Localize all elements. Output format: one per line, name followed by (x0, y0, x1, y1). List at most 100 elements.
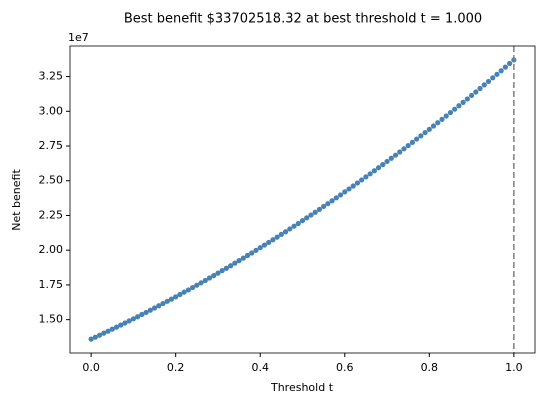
point (447, 109, 454, 116)
point (160, 300, 166, 307)
point (173, 294, 179, 300)
point (295, 220, 301, 227)
point (266, 239, 272, 246)
x-axis-label: Threshold t (270, 381, 334, 394)
point (384, 158, 390, 165)
point (498, 68, 504, 74)
point (392, 152, 399, 158)
point (435, 120, 441, 126)
point (371, 168, 377, 174)
point (494, 71, 500, 77)
point (443, 113, 449, 119)
point (202, 277, 208, 284)
point (168, 296, 175, 302)
point (177, 291, 183, 298)
point (101, 330, 107, 336)
point (468, 92, 475, 99)
point (502, 64, 509, 70)
point (375, 165, 382, 171)
point (363, 174, 369, 180)
point (452, 106, 458, 112)
y-tick-label: 2.25 (39, 208, 64, 221)
point (130, 316, 137, 322)
point (287, 226, 293, 232)
point (405, 143, 411, 149)
x-tick-label: 0.4 (251, 361, 269, 374)
point (219, 268, 225, 274)
point (232, 260, 238, 266)
point (92, 334, 98, 340)
plot-frame (69, 45, 536, 354)
point (333, 195, 339, 201)
point (422, 129, 428, 136)
x-tick-label: 0.0 (82, 361, 100, 374)
y-offset-label: 1e7 (68, 31, 89, 44)
point (228, 263, 234, 269)
point (236, 258, 242, 264)
point (490, 75, 496, 81)
point (456, 103, 462, 109)
point (308, 212, 314, 218)
point (316, 206, 323, 212)
point (211, 273, 217, 279)
point (337, 192, 344, 198)
point (181, 289, 187, 295)
point (185, 287, 191, 293)
point (261, 242, 268, 248)
point (122, 320, 128, 326)
point (485, 78, 492, 85)
point (304, 215, 310, 221)
point (430, 123, 437, 129)
point (135, 314, 141, 320)
x-tick-label: 0.2 (167, 361, 185, 374)
chart-title: Best benefit $33702518.32 at best thresh… (124, 12, 482, 27)
point (354, 180, 361, 186)
point (329, 198, 335, 204)
point (278, 231, 284, 237)
point (312, 209, 318, 215)
point (418, 133, 424, 139)
point (244, 252, 251, 259)
point (414, 136, 420, 142)
x-tick-label: 0.6 (336, 361, 354, 374)
point (126, 318, 132, 324)
point (164, 298, 170, 304)
point (198, 280, 204, 286)
point (206, 275, 213, 281)
point (409, 139, 416, 146)
point (147, 307, 153, 313)
point (270, 237, 276, 243)
point (426, 126, 432, 132)
point (253, 247, 259, 253)
point (257, 245, 263, 251)
point (143, 309, 149, 316)
point (380, 162, 386, 168)
point (240, 255, 246, 261)
point (118, 322, 124, 328)
point (249, 250, 255, 256)
point (156, 303, 162, 309)
point (401, 146, 407, 152)
point (507, 60, 513, 67)
point (397, 149, 403, 155)
point (113, 324, 120, 330)
y-tick-label: 1.50 (39, 313, 64, 326)
point (189, 284, 196, 291)
point (88, 336, 94, 342)
y-tick-label: 3.00 (39, 104, 64, 117)
y-tick-label: 2.50 (39, 174, 64, 187)
point (282, 229, 289, 235)
point (481, 82, 487, 88)
y-tick-label: 3.25 (39, 70, 64, 83)
x-tick-label: 0.8 (421, 361, 439, 374)
point (342, 189, 348, 195)
point (299, 218, 306, 224)
point (477, 85, 483, 92)
point (194, 282, 200, 288)
point (96, 332, 103, 338)
point (359, 177, 365, 183)
point (105, 328, 111, 334)
point (274, 234, 280, 240)
y-tick-label: 2.75 (39, 139, 64, 152)
